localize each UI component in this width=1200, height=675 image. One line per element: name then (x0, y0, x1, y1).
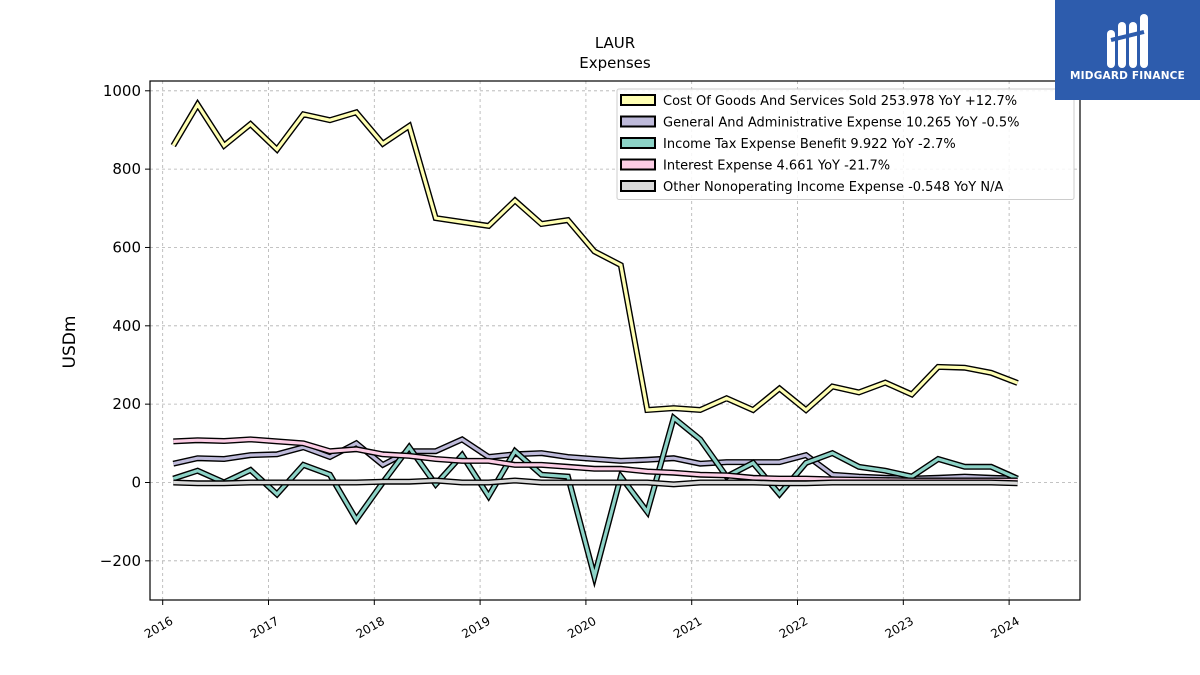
x-tick-label: 2024 (988, 614, 1021, 641)
legend: Cost Of Goods And Services Sold 253.978 … (616, 88, 1075, 200)
chart-title: LAUR (595, 34, 635, 52)
x-tick-label: 2021 (671, 614, 704, 641)
legend-label: Interest Expense 4.661 YoY -21.7% (663, 159, 890, 174)
series-line (173, 478, 1018, 487)
x-tick-label: 2016 (142, 614, 175, 641)
series-line (171, 101, 1019, 413)
legend-label: Other Nonoperating Income Expense -0.548… (663, 180, 1003, 195)
y-tick-label: 400 (112, 317, 141, 335)
y-tick-label: −200 (100, 552, 141, 570)
brand-name: MIDGARD FINANCE (1070, 70, 1185, 82)
legend-label: General And Administrative Expense 10.26… (663, 116, 1020, 131)
x-tick-label: 2017 (248, 614, 281, 641)
plot-frame (149, 80, 1081, 601)
legend-swatch (620, 180, 656, 192)
chart-subtitle: Expenses (579, 54, 651, 72)
x-tick-label: 2020 (565, 614, 598, 641)
y-tick-label: 800 (112, 160, 141, 178)
legend-swatch (620, 158, 656, 171)
series-layer (170, 98, 1019, 589)
series-line (172, 415, 1019, 583)
legend-swatch (620, 115, 656, 128)
y-tick-label: 200 (112, 395, 141, 413)
y-axis-label: USDm (60, 316, 80, 369)
legend-swatch (620, 94, 656, 106)
x-tick-label: 2018 (354, 614, 387, 641)
x-tick-label: 2023 (883, 614, 916, 641)
legend-label: Income Tax Expense Benefit 9.922 YoY -2.… (663, 137, 956, 152)
midgard-finance-logo: MIDGARD FINANCE (1055, 0, 1200, 100)
legend-box (616, 88, 1075, 200)
y-tick-label: 0 (131, 473, 141, 491)
x-tick-label: 2019 (459, 614, 492, 641)
legend-swatch (620, 137, 656, 149)
y-tick-label: 600 (112, 238, 141, 256)
legend-label: Cost Of Goods And Services Sold 253.978 … (663, 94, 1017, 109)
y-tick-label: 1000 (103, 82, 141, 100)
midgard-logo-icon (1107, 14, 1148, 68)
x-tick-label: 2022 (777, 614, 810, 641)
